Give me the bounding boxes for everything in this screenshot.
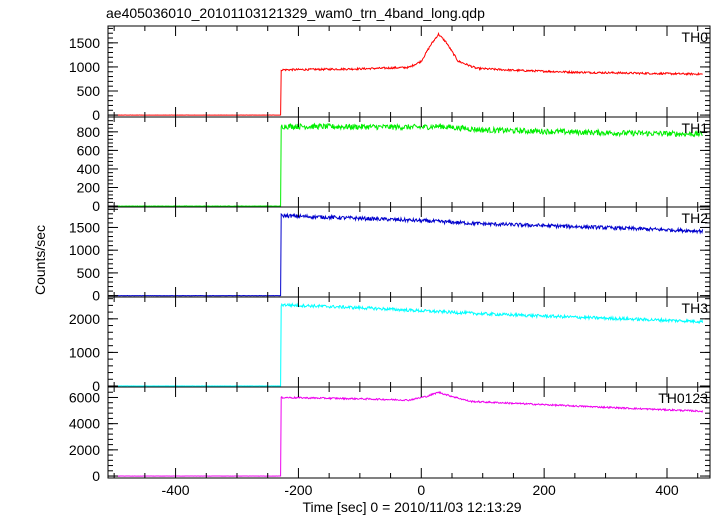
panel-frame (107, 116, 711, 208)
y-axis-label: Counts/sec (32, 225, 48, 295)
panel-frame (107, 386, 711, 479)
y-tick-label: 6000 (69, 389, 100, 405)
y-tick-label: 1500 (69, 219, 100, 235)
y-tick-label: 200 (77, 180, 101, 196)
x-tick-label: 400 (655, 482, 679, 498)
y-tick-label: 0 (92, 288, 100, 304)
panels-group: 0 500 1000 1500 TH0 0 200 400 600 800 TH1 0 500 1000 1… (69, 25, 711, 498)
y-tick-label: 1500 (69, 35, 100, 51)
x-tick-label: 0 (417, 482, 425, 498)
series-line-th1 (113, 122, 703, 207)
y-tick-label: 2000 (69, 311, 100, 327)
x-tick-label: -400 (162, 482, 190, 498)
y-tick-label: 800 (77, 124, 101, 140)
y-tick-label: 0 (92, 378, 100, 394)
y-tick-label: 400 (77, 161, 101, 177)
panel-label-th3: TH3 (682, 300, 709, 316)
y-tick-label: 0 (92, 198, 100, 214)
panel-th0123: 0 2000 4000 6000 TH0123 (69, 386, 711, 484)
x-tick-label: 200 (532, 482, 556, 498)
panel-frame (107, 25, 711, 118)
series-line-th0123 (114, 390, 704, 477)
series-line-th2 (114, 212, 704, 297)
x-tick-labels: -400 -200 0 200 400 (162, 482, 679, 498)
x-axis-label: Time [sec] 0 = 2010/11/03 12:13:29 (302, 499, 521, 515)
y-tick-label: 500 (77, 83, 101, 99)
series-line-th3 (114, 302, 704, 387)
y-tick-label: 1000 (69, 242, 100, 258)
x-tick-label: -200 (284, 482, 312, 498)
panel-th2: 0 500 1000 1500 TH2 (69, 206, 711, 304)
panel-th3: 0 1000 2000 TH3 (69, 296, 711, 394)
y-tick-label: 0 (92, 468, 100, 484)
panel-label-th2: TH2 (682, 210, 709, 226)
panel-label-th0123: TH0123 (658, 390, 708, 406)
y-tick-label: 600 (77, 142, 101, 158)
panel-label-th1: TH1 (682, 120, 709, 136)
y-tick-label: 0 (92, 107, 100, 123)
panel-label-th0: TH0 (682, 29, 709, 45)
y-tick-label: 2000 (69, 442, 100, 458)
chart-title: ae405036010_20101103121329_wam0_trn_4ban… (106, 5, 485, 21)
y-tick-label: 1000 (69, 59, 100, 75)
series-line-th0 (114, 31, 703, 116)
panel-th1: 0 200 400 600 800 TH1 (77, 116, 711, 214)
y-tick-label: 500 (77, 265, 101, 281)
y-tick-label: 1000 (69, 344, 100, 360)
y-tick-label: 4000 (69, 416, 100, 432)
panel-th0: 0 500 1000 1500 TH0 (69, 25, 711, 123)
